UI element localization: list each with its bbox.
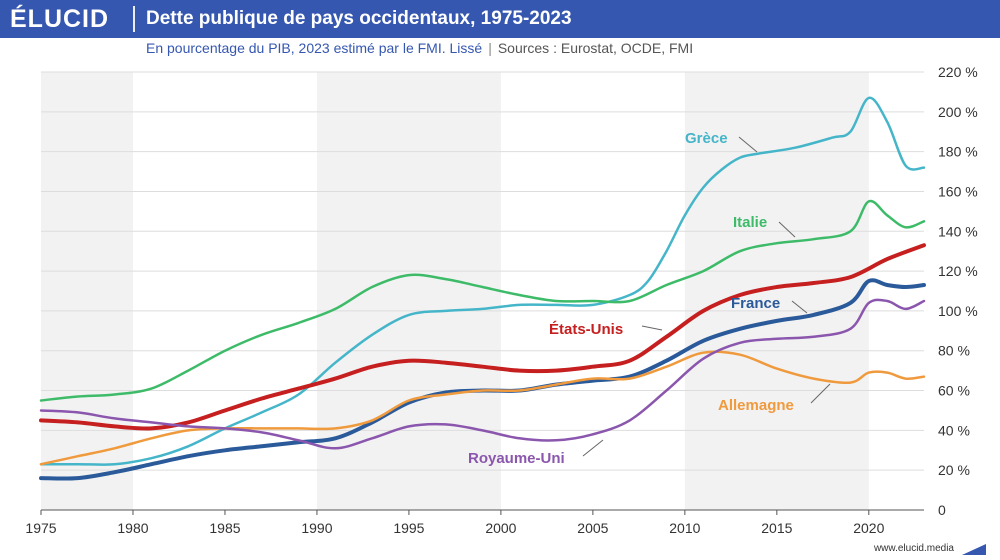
series-labels: Grèce Italie États-Unis France Allemagne Roya…	[468, 130, 831, 467]
footer-url[interactable]: www.elucid.media	[873, 543, 954, 554]
series-label: Royaume-Uni	[468, 450, 565, 467]
series-line	[39, 243, 926, 431]
header-bar: ÉLUCID Dette publique de pays occidentau…	[0, 0, 1000, 38]
series-lines	[39, 96, 926, 481]
series-label-leader	[738, 136, 758, 153]
series-label-leader	[778, 221, 796, 238]
shaded-band	[41, 72, 133, 510]
series-label-leader	[791, 300, 808, 314]
x-tick-label: 2000	[485, 520, 516, 536]
y-tick-label: 160 %	[938, 183, 978, 199]
y-tick-label: 200 %	[938, 104, 978, 120]
series-label-leader	[641, 325, 663, 331]
x-tick-label: 1995	[393, 520, 424, 536]
series-label-leader	[582, 439, 604, 457]
series-label: États-Unis	[549, 321, 623, 338]
series-label-leader	[810, 383, 831, 404]
elucid-mark-icon	[962, 544, 986, 555]
series-line	[39, 350, 926, 466]
x-tick-label: 1985	[209, 520, 240, 536]
y-tick-label: 120 %	[938, 263, 978, 279]
shaded-band	[316, 72, 501, 510]
x-tick-label: 1990	[301, 520, 332, 536]
shaded-bands	[41, 72, 869, 510]
y-tick-label: 60 %	[938, 383, 970, 399]
y-tick-label: 20 %	[938, 462, 970, 478]
x-tick-label: 2010	[669, 520, 700, 536]
y-tick-label: 40 %	[938, 422, 970, 438]
y-tick-label: 100 %	[938, 303, 978, 319]
series-line	[39, 199, 926, 402]
y-tick-label: 0	[938, 502, 946, 518]
x-tick-label: 1975	[25, 520, 56, 536]
x-tick-label: 2015	[761, 520, 792, 536]
series-label: Grèce	[685, 130, 728, 147]
x-tick-label: 2005	[577, 520, 608, 536]
y-tick-label: 180 %	[938, 144, 978, 160]
x-tick-label: 2020	[853, 520, 884, 536]
series-label: France	[731, 295, 780, 312]
subtitle-separator: |	[488, 40, 492, 56]
y-tick-label: 220 %	[938, 64, 978, 80]
logo-divider	[133, 6, 135, 32]
y-tick-label: 80 %	[938, 343, 970, 359]
sources-text: Sources : Eurostat, OCDE, FMI	[497, 40, 694, 56]
series-label: Italie	[733, 214, 767, 231]
shaded-band	[684, 72, 869, 510]
chart-title: Dette publique de pays occidentaux, 1975…	[146, 8, 572, 29]
subtitle-text: En pourcentage du PIB, 2023 estimé par l…	[146, 40, 483, 56]
series-line	[39, 298, 926, 450]
y-tick-label: 140 %	[938, 223, 978, 239]
x-axis: 1975 1980 1985 1990 1995 2000 2005 2010 2015 2020	[25, 510, 885, 536]
series-label: Allemagne	[718, 397, 794, 414]
brand-logo: ÉLUCID	[10, 5, 110, 33]
chart-subtitle: En pourcentage du PIB, 2023 estimé par l…	[146, 40, 693, 56]
x-tick-label: 1980	[117, 520, 148, 536]
